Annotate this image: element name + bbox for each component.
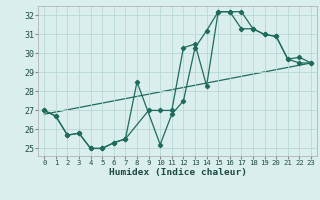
X-axis label: Humidex (Indice chaleur): Humidex (Indice chaleur) [108, 168, 247, 177]
